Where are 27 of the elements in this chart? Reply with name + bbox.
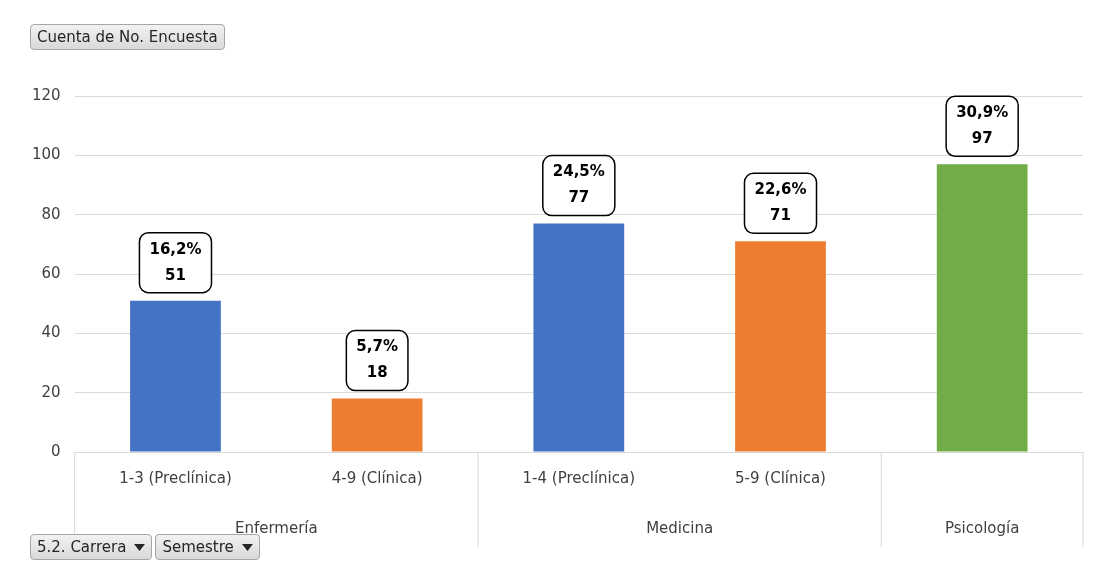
text: Psicología: [944, 518, 1020, 537]
bar: [331, 398, 423, 452]
y-tick-label: 80: [41, 204, 61, 223]
bar: [130, 300, 221, 452]
bar: [936, 164, 1028, 452]
chart-title: Cuenta de No. Encuesta: [30, 24, 225, 50]
bar: [735, 241, 826, 452]
text: Enfermería: [234, 518, 318, 537]
x-tick-label: 1-3 (Preclínica): [119, 468, 232, 487]
data-label: 24,5% 77: [552, 162, 605, 207]
bar: [533, 223, 625, 452]
data-label: 5,7% 18: [356, 337, 398, 382]
data-label: 16,2% 51: [149, 239, 202, 284]
y-tick-label: 60: [41, 263, 61, 282]
y-tick-label: 100: [31, 145, 61, 164]
y-tick-label: 120: [31, 85, 61, 104]
x-tick-label: 1-4 (Preclínica): [522, 468, 636, 487]
y-tick-label: 0: [51, 441, 61, 460]
x-tick-label: 4-9 (Clínica): [331, 468, 423, 487]
text: Semestre: [162, 538, 234, 556]
text: Medicina: [646, 518, 714, 537]
data-label: 22,6% 71: [754, 180, 807, 225]
x-tick-label: 5-9 (Clínica): [735, 468, 826, 487]
text: 5.2. Carrera: [37, 538, 127, 556]
y-tick-label: 20: [41, 382, 61, 401]
y-tick-label: 40: [41, 323, 61, 342]
data-label: 30,9% 97: [956, 103, 1009, 148]
